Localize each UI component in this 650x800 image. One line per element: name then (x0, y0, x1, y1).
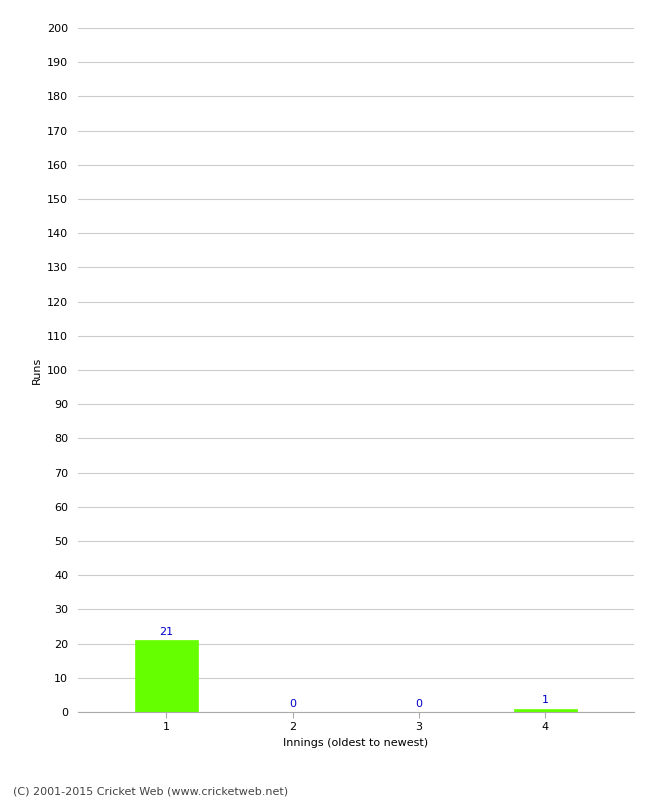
Bar (135, 640, 198, 712)
Bar (514, 709, 577, 712)
Text: 0: 0 (289, 698, 296, 709)
Text: 0: 0 (415, 698, 423, 709)
Text: 1: 1 (542, 695, 549, 705)
Text: 21: 21 (159, 626, 174, 637)
Text: (C) 2001-2015 Cricket Web (www.cricketweb.net): (C) 2001-2015 Cricket Web (www.cricketwe… (13, 786, 288, 796)
Y-axis label: Runs: Runs (32, 356, 42, 384)
X-axis label: Innings (oldest to newest): Innings (oldest to newest) (283, 738, 428, 748)
